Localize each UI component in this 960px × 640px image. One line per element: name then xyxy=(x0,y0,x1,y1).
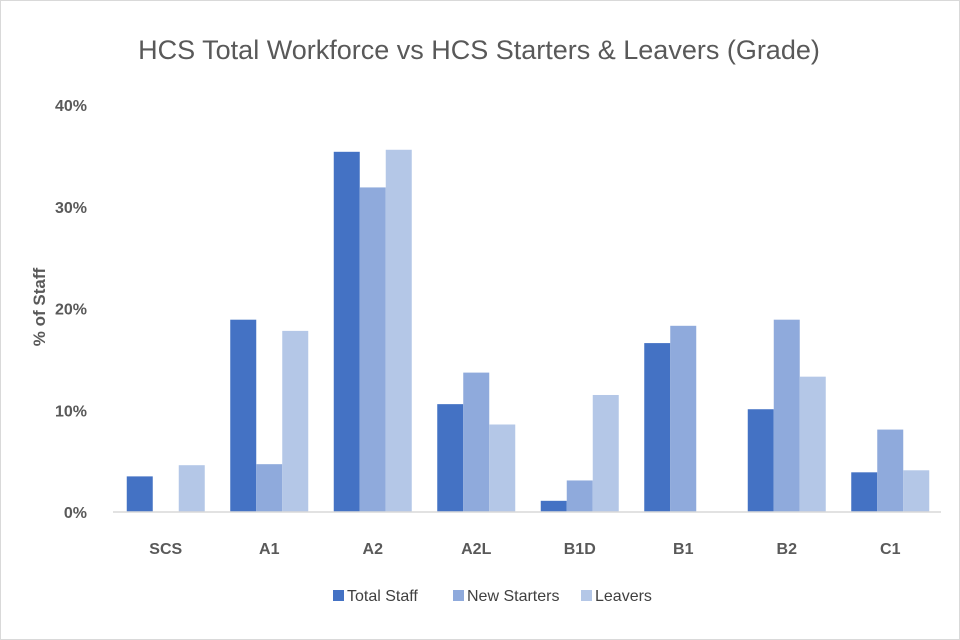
legend-swatch xyxy=(453,590,464,601)
legend-label: New Starters xyxy=(467,588,559,605)
bar-b1d-new-starters xyxy=(566,480,593,512)
y-tick-label: 30% xyxy=(55,200,87,217)
bars-group xyxy=(126,149,930,513)
y-axis-label: % of Staff xyxy=(30,267,49,346)
bar-a2l-total-staff xyxy=(437,404,464,512)
bar-c1-leavers xyxy=(903,470,930,512)
y-tick-label: 20% xyxy=(55,302,87,319)
legend-swatch xyxy=(333,590,344,601)
legend-label: Leavers xyxy=(595,588,652,605)
legend-swatch xyxy=(581,590,592,601)
chart-title: HCS Total Workforce vs HCS Starters & Le… xyxy=(138,35,820,65)
bar-b2-new-starters xyxy=(773,319,800,512)
bar-a2-new-starters xyxy=(359,187,386,513)
x-tick-label: A1 xyxy=(259,541,280,558)
x-tick-label: SCS xyxy=(149,541,182,558)
bar-a2l-leavers xyxy=(489,424,516,512)
bar-b1d-total-staff xyxy=(540,500,567,512)
bar-a1-leavers xyxy=(282,330,309,512)
bar-a2-leavers xyxy=(385,149,412,512)
bar-b1-new-starters xyxy=(670,325,697,512)
x-axis-ticks: SCS A1 A2 A2L B1D B1 B2 C1 xyxy=(149,541,900,558)
bar-scs-leavers xyxy=(178,465,205,512)
x-tick-label: B1 xyxy=(673,541,694,558)
x-tick-label: C1 xyxy=(880,541,901,558)
y-tick-label: 10% xyxy=(55,403,87,420)
bar-b2-total-staff xyxy=(747,409,774,512)
bar-a2l-new-starters xyxy=(463,372,490,512)
x-tick-label: B2 xyxy=(777,541,798,558)
bar-c1-new-starters xyxy=(877,429,904,512)
x-tick-label: B1D xyxy=(564,541,596,558)
x-tick-label: A2 xyxy=(363,541,384,558)
bar-b1d-leavers xyxy=(592,394,619,512)
y-axis-ticks: 0% 10% 20% 30% 40% xyxy=(55,98,87,522)
bar-b1-total-staff xyxy=(644,343,671,512)
bar-c1-total-staff xyxy=(851,472,878,512)
y-tick-label: 0% xyxy=(64,505,87,522)
legend: Total Staff New Starters Leavers xyxy=(333,588,652,605)
y-tick-label: 40% xyxy=(55,98,87,115)
bar-b2-leavers xyxy=(799,376,826,512)
bar-scs-total-staff xyxy=(126,476,153,512)
x-tick-label: A2L xyxy=(461,541,491,558)
bar-a2-total-staff xyxy=(333,151,360,512)
bar-a1-new-starters xyxy=(256,464,283,512)
legend-label: Total Staff xyxy=(347,588,418,605)
bar-a1-total-staff xyxy=(230,319,257,512)
